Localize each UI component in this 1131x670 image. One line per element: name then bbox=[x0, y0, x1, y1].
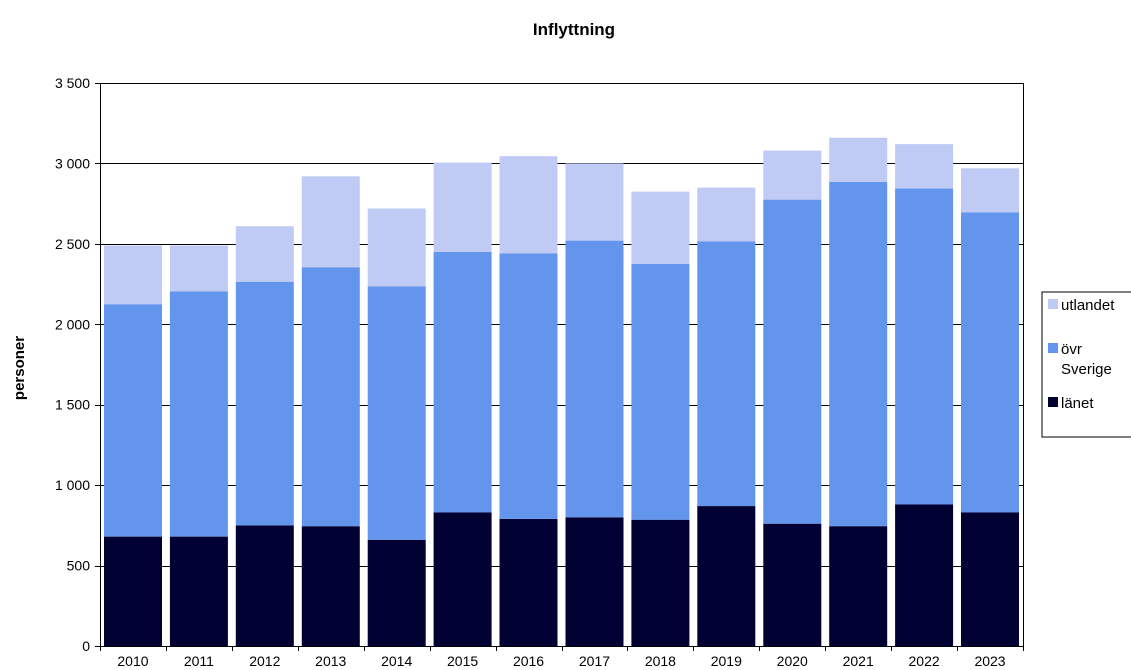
legend-box bbox=[1041, 291, 1131, 438]
bar-segment-2017-2 bbox=[565, 163, 624, 241]
bar-segment-2016-0 bbox=[499, 518, 558, 646]
legend-items: utlandet övr Sverige länet bbox=[1048, 297, 1115, 412]
x-tick-label: 2010 bbox=[117, 653, 148, 669]
x-tick-label: 2020 bbox=[777, 653, 808, 669]
bar-segment-2022-0 bbox=[895, 504, 954, 646]
x-tick-label: 2015 bbox=[447, 653, 478, 669]
bar-segment-2021-1 bbox=[829, 181, 888, 527]
bar-segment-2013-0 bbox=[301, 526, 360, 646]
bars bbox=[104, 137, 1019, 646]
bar-segment-2013-1 bbox=[301, 267, 360, 527]
y-tick-label: 3 000 bbox=[55, 155, 90, 171]
bar-segment-2018-1 bbox=[631, 264, 690, 520]
bar-segment-2020-2 bbox=[763, 150, 822, 200]
x-tick-label: 2022 bbox=[909, 653, 940, 669]
legend-label: länet bbox=[1061, 395, 1094, 412]
x-tick-label: 2013 bbox=[315, 653, 346, 669]
bar-segment-2014-1 bbox=[367, 286, 426, 540]
bar-segment-2010-2 bbox=[104, 245, 162, 305]
bar-segment-2019-1 bbox=[697, 241, 756, 506]
bar-segment-2016-1 bbox=[499, 253, 558, 519]
legend: utlandet övr Sverige länet bbox=[1041, 291, 1131, 438]
x-tick-label: 2012 bbox=[249, 653, 280, 669]
y-tick-label: 2 000 bbox=[55, 316, 90, 332]
bar-segment-2020-0 bbox=[763, 523, 822, 646]
bar-segment-2017-0 bbox=[565, 517, 624, 646]
bar-segment-2018-2 bbox=[631, 191, 690, 264]
bar-segment-2010-1 bbox=[104, 304, 162, 537]
y-tick-label: 2 500 bbox=[55, 236, 90, 252]
bar-segment-2020-1 bbox=[763, 199, 822, 524]
bar-segment-2014-2 bbox=[367, 208, 426, 287]
x-tick-label: 2011 bbox=[184, 653, 214, 669]
bar-segment-2022-1 bbox=[895, 188, 954, 505]
legend-swatch bbox=[1048, 299, 1058, 309]
bar-segment-2015-1 bbox=[433, 251, 492, 513]
legend-label: övr Sverige bbox=[1061, 341, 1112, 378]
axes bbox=[95, 83, 1024, 651]
y-axis-label: personer bbox=[11, 336, 28, 400]
x-tick-label: 2016 bbox=[513, 653, 544, 669]
bar-segment-2014-0 bbox=[367, 539, 426, 646]
x-tick-label: 2014 bbox=[381, 653, 412, 669]
bar-segment-2012-0 bbox=[235, 525, 294, 646]
y-tick-label: 500 bbox=[67, 558, 91, 574]
bar-segment-2015-0 bbox=[433, 512, 492, 646]
legend-swatch bbox=[1048, 397, 1058, 407]
legend-swatch bbox=[1048, 343, 1058, 353]
chart-title: Inflyttning bbox=[533, 20, 615, 39]
bar-segment-2019-0 bbox=[697, 506, 756, 646]
bar-segment-2023-2 bbox=[961, 168, 1019, 213]
bar-segment-2016-2 bbox=[499, 156, 558, 254]
legend-label: utlandet bbox=[1061, 297, 1115, 314]
bar-segment-2011-0 bbox=[169, 536, 228, 646]
x-tick-label: 2019 bbox=[711, 653, 742, 669]
bar-segment-2011-1 bbox=[169, 291, 228, 537]
y-tick-label: 0 bbox=[82, 638, 90, 654]
bar-segment-2017-1 bbox=[565, 240, 624, 518]
x-tick-labels: 2010 2011 2012 2013 2014 2015 2016 2017 2018 2019… bbox=[117, 653, 1005, 669]
bar-segment-2018-0 bbox=[631, 519, 690, 646]
bar-segment-2023-0 bbox=[961, 512, 1019, 646]
bar-segment-2012-1 bbox=[235, 281, 294, 526]
bar-segment-2015-2 bbox=[433, 162, 492, 252]
bar-segment-2019-2 bbox=[697, 187, 756, 242]
y-tick-labels: 0 500 1 000 1 500 2 000 2 500 3 000 3 500 bbox=[55, 75, 90, 654]
bar-segment-2010-0 bbox=[104, 536, 162, 646]
x-tick-label: 2018 bbox=[645, 653, 676, 669]
bar-segment-2013-2 bbox=[301, 176, 360, 268]
x-tick-label: 2023 bbox=[974, 653, 1005, 669]
bar-segment-2022-2 bbox=[895, 144, 954, 189]
x-tick-label: 2021 bbox=[843, 653, 874, 669]
y-tick-label: 3 500 bbox=[55, 75, 90, 91]
bar-segment-2023-1 bbox=[961, 212, 1019, 513]
y-tick-label: 1 000 bbox=[55, 477, 90, 493]
bar-segment-2021-0 bbox=[829, 526, 888, 646]
x-tick-label: 2017 bbox=[579, 653, 610, 669]
bar-segment-2011-2 bbox=[169, 245, 228, 292]
y-tick-label: 1 500 bbox=[55, 397, 90, 413]
bar-segment-2021-2 bbox=[829, 137, 888, 182]
bar-segment-2012-2 bbox=[235, 226, 294, 282]
